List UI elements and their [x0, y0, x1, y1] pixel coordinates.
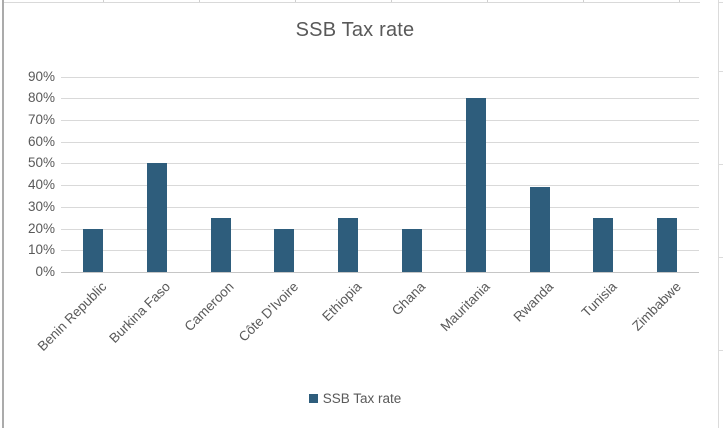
bar-ghana[interactable]	[402, 229, 422, 272]
gridline	[61, 77, 699, 78]
worksheet-row-gridline	[718, 350, 723, 351]
x-axis-label-c-te-d-ivoire: Côte D'Ivoire	[235, 279, 301, 345]
gridline	[61, 207, 699, 208]
x-axis-label-ethiopia: Ethiopia	[319, 279, 365, 325]
bar-benin-republic[interactable]	[83, 229, 103, 272]
y-axis-label-70: 70%	[27, 112, 55, 127]
legend[interactable]: SSB Tax rate	[0, 389, 710, 407]
gridline	[61, 120, 699, 121]
x-axis-label-cameroon: Cameroon	[181, 279, 238, 335]
bar-mauritania[interactable]	[466, 98, 486, 272]
bar-burkina-faso[interactable]	[147, 163, 167, 272]
y-axis-label-30: 30%	[27, 199, 55, 214]
bar-c-te-d-ivoire[interactable]	[274, 229, 294, 272]
gridline	[61, 142, 699, 143]
x-axis-label-rwanda: Rwanda	[510, 279, 557, 325]
gridline	[61, 185, 699, 186]
y-axis-label-0: 0%	[35, 264, 55, 279]
y-axis-label-80: 80%	[27, 90, 55, 105]
y-axis-label-90: 90%	[27, 69, 55, 84]
y-axis-label-50: 50%	[27, 155, 55, 170]
worksheet-row-gridline	[718, 71, 723, 72]
x-axis-label-burkina-faso: Burkina Faso	[106, 279, 174, 346]
worksheet-row-gridline	[718, 2, 723, 3]
worksheet-column-gridline	[679, 0, 680, 2]
worksheet-row-gridline	[718, 164, 723, 165]
y-axis-label-60: 60%	[27, 134, 55, 149]
y-axis-label-10: 10%	[27, 242, 55, 257]
worksheet-column-gridline	[295, 0, 296, 2]
gridline	[61, 98, 699, 99]
worksheet-column-gridline	[103, 0, 104, 2]
worksheet-column-gridline	[391, 0, 392, 2]
worksheet-column-gridline	[583, 0, 584, 2]
bar-zimbabwe[interactable]	[657, 218, 677, 272]
x-axis-label-benin-republic: Benin Republic	[34, 279, 110, 354]
x-axis-line	[61, 272, 699, 273]
chart-title: SSB Tax rate	[295, 19, 415, 41]
y-axis-label-40: 40%	[27, 177, 55, 192]
x-axis-label-mauritania: Mauritania	[437, 279, 493, 335]
bar-ethiopia[interactable]	[338, 218, 358, 272]
x-axis-label-zimbabwe: Zimbabwe	[629, 279, 684, 334]
bar-rwanda[interactable]	[530, 187, 550, 272]
gridline	[61, 163, 699, 164]
legend-swatch-icon	[308, 393, 318, 403]
x-axis-label-ghana: Ghana	[389, 279, 429, 319]
x-axis-label-tunisia: Tunisia	[578, 279, 620, 321]
worksheet-gridline-right	[718, 0, 719, 428]
worksheet-column-gridline	[487, 0, 488, 2]
gridline	[61, 250, 699, 251]
worksheet-gridline-top	[3, 2, 700, 3]
bar-cameroon[interactable]	[211, 218, 231, 272]
legend-label: SSB Tax rate	[322, 390, 402, 406]
y-axis-label-20: 20%	[27, 221, 55, 236]
bar-tunisia[interactable]	[593, 218, 613, 272]
worksheet-row-gridline	[718, 257, 723, 258]
worksheet-column-gridline	[199, 0, 200, 2]
chart-border-left	[2, 0, 4, 428]
gridline	[61, 229, 699, 230]
